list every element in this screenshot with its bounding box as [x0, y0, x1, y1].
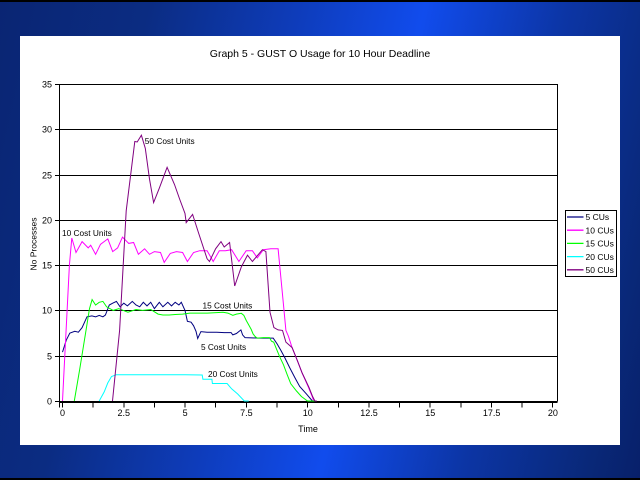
svg-text:50 Cost Units: 50 Cost Units — [145, 136, 195, 146]
svg-text:15: 15 — [42, 261, 52, 271]
svg-text:17.5: 17.5 — [483, 408, 501, 418]
svg-text:10: 10 — [303, 408, 313, 418]
svg-text:7.5: 7.5 — [240, 408, 253, 418]
svg-text:30: 30 — [42, 125, 52, 135]
svg-text:20: 20 — [42, 216, 52, 226]
svg-text:5 CUs: 5 CUs — [586, 212, 610, 222]
svg-text:15 CUs: 15 CUs — [586, 239, 614, 249]
svg-text:5: 5 — [183, 408, 188, 418]
svg-text:0: 0 — [47, 397, 52, 407]
svg-text:15: 15 — [425, 408, 435, 418]
svg-text:0: 0 — [60, 408, 65, 418]
svg-text:10: 10 — [42, 306, 52, 316]
svg-text:25: 25 — [42, 171, 52, 181]
svg-text:No Processes: No Processes — [29, 218, 39, 271]
svg-text:35: 35 — [42, 80, 52, 90]
svg-text:10 Cost Units: 10 Cost Units — [62, 228, 112, 238]
svg-text:Time: Time — [298, 424, 318, 434]
svg-text:20: 20 — [548, 408, 558, 418]
svg-text:2.5: 2.5 — [118, 408, 131, 418]
svg-text:10 CUs: 10 CUs — [586, 225, 614, 235]
svg-text:12.5: 12.5 — [360, 408, 378, 418]
svg-text:Graph 5 - GUST O Usage for 10: Graph 5 - GUST O Usage for 10 Hour Deadl… — [210, 48, 431, 60]
svg-text:5 Cost Units: 5 Cost Units — [201, 342, 246, 352]
svg-text:50 CUs: 50 CUs — [586, 265, 614, 275]
svg-text:5: 5 — [47, 352, 52, 362]
svg-text:20 Cost Units: 20 Cost Units — [208, 369, 258, 379]
svg-text:20 CUs: 20 CUs — [586, 252, 614, 262]
svg-text:15 Cost Units: 15 Cost Units — [203, 301, 253, 311]
